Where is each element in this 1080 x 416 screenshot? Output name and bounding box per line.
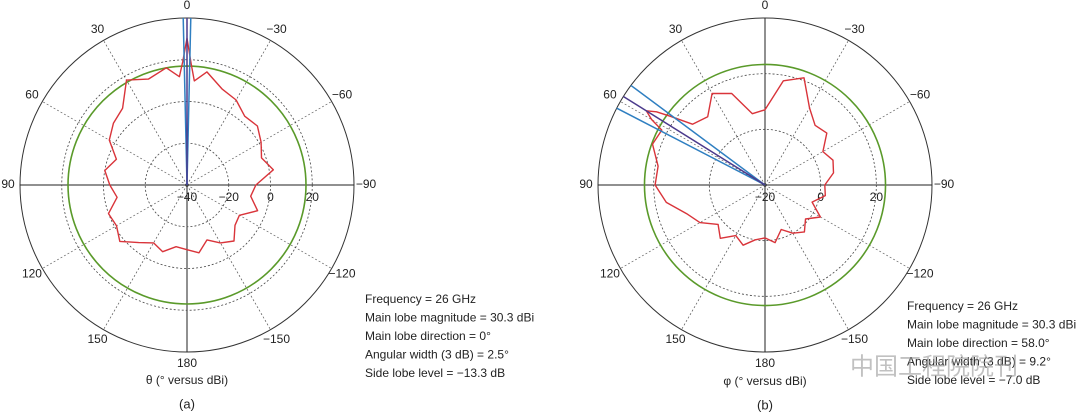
theta-tick-label: 90: [1, 177, 15, 191]
theta-tick-label: 30: [91, 22, 105, 36]
annotation: Main lobe magnitude = 30.3 dBi: [907, 318, 1076, 332]
theta-tick-label: 180: [755, 356, 775, 370]
annotation: Main lobe direction = 0°: [365, 329, 491, 343]
theta-tick-label: −120: [329, 267, 356, 281]
theta-tick-label: 0: [184, 0, 191, 12]
theta-grid-line: [42, 184, 188, 269]
annotation: Frequency = 26 GHz: [907, 299, 1018, 313]
reference-line: [622, 95, 766, 186]
theta-grid-line: [681, 184, 766, 330]
theta-tick-label: 180: [177, 356, 197, 370]
r-tick-label: 0: [267, 190, 274, 204]
theta-grid-line: [764, 184, 910, 269]
pattern-curve: [645, 77, 835, 246]
theta-grid-line: [620, 101, 766, 186]
r-tick-label: −40: [177, 190, 198, 204]
theta-grid-line: [764, 101, 910, 186]
annotation: Angular width (3 dB) = 9.2°: [907, 355, 1051, 369]
theta-tick-label: −60: [910, 88, 931, 102]
theta-grid-line: [186, 184, 271, 330]
theta-tick-label: 60: [25, 88, 39, 102]
r-tick-label: 20: [306, 190, 320, 204]
axis-label: φ (° versus dBi): [723, 374, 806, 388]
theta-tick-label: 150: [665, 332, 685, 346]
annotation: Side lobe level = −13.3 dB: [365, 366, 505, 380]
theta-tick-label: 120: [22, 267, 42, 281]
theta-grid-line: [764, 184, 849, 330]
annotation: Side lobe level = −7.0 dB: [907, 373, 1040, 387]
theta-tick-label: 30: [669, 22, 683, 36]
theta-grid-line: [620, 184, 766, 269]
watermark: 中国工程院院刊: [850, 353, 1018, 380]
r-grid-line: [708, 128, 822, 242]
theta-tick-label: −90: [934, 177, 955, 191]
panel-label: (a): [179, 396, 195, 411]
theta-tick-label: −90: [356, 177, 377, 191]
sidelobe-circle: [643, 63, 887, 307]
annotation: Main lobe magnitude = 30.3 dBi: [365, 311, 534, 325]
theta-tick-label: −30: [844, 22, 865, 36]
r-tick-label: −20: [219, 190, 240, 204]
r-tick-label: −20: [755, 190, 776, 204]
axis-label: θ (° versus dBi): [146, 373, 228, 387]
r-grid-line: [653, 73, 877, 297]
theta-tick-label: −150: [263, 332, 290, 346]
theta-tick-label: −150: [841, 332, 868, 346]
theta-tick-label: 90: [579, 177, 593, 191]
annotation: Main lobe direction = 58.0°: [907, 336, 1050, 350]
panel-label: (b): [757, 397, 773, 412]
theta-tick-label: −30: [266, 22, 287, 36]
theta-tick-label: −60: [332, 88, 353, 102]
theta-tick-label: 150: [87, 332, 107, 346]
theta-tick-label: 60: [603, 88, 617, 102]
annotation: Frequency = 26 GHz: [365, 292, 476, 306]
theta-tick-label: 120: [600, 267, 620, 281]
annotation: Angular width (3 dB) = 2.5°: [365, 348, 509, 362]
reference-line: [630, 84, 766, 186]
r-tick-label: 20: [870, 190, 884, 204]
reference-line: [616, 107, 766, 186]
theta-tick-label: 0: [762, 0, 769, 12]
theta-grid-line: [764, 40, 849, 186]
theta-tick-label: −120: [907, 267, 934, 281]
theta-grid-line: [103, 184, 188, 330]
